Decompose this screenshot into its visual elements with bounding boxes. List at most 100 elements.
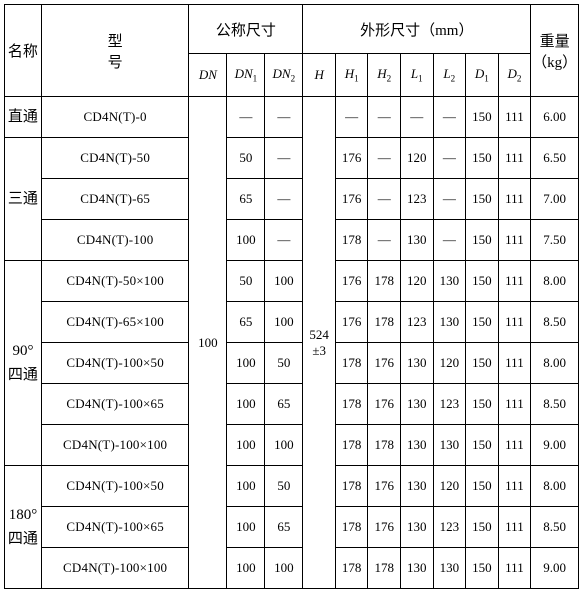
cell-L1: 120	[401, 261, 434, 302]
cell-D2: 111	[498, 548, 531, 589]
cell-D1: 150	[466, 97, 499, 138]
cell-DN1: 100	[227, 466, 265, 507]
cell-L1: 130	[401, 343, 434, 384]
cell-DN2: 65	[265, 507, 303, 548]
cell-D2: 111	[498, 97, 531, 138]
cell-DN1: —	[227, 97, 265, 138]
spec-table: 名称 型 号 公称尺寸 外形尺寸（mm） 重量 （kg） DN DN1 DN2 …	[4, 4, 579, 589]
header-nominal: 公称尺寸	[189, 5, 303, 54]
table-row: 90° 四通 CD4N(T)-50×100 50 100 176 178 120…	[5, 261, 579, 302]
cell-DN2: 50	[265, 466, 303, 507]
cell-D1: 150	[466, 384, 499, 425]
cell-DN2: 100	[265, 425, 303, 466]
cell-L2: 123	[433, 384, 466, 425]
cell-L2: —	[433, 179, 466, 220]
cell-H2: —	[368, 97, 401, 138]
cell-L2: —	[433, 97, 466, 138]
table-row: 三通 CD4N(T)-50 50 — 176 — 120 — 150 111 6…	[5, 138, 579, 179]
cell-DN1: 100	[227, 507, 265, 548]
weight-label: 重量	[540, 34, 570, 50]
cell-wt: 9.00	[531, 425, 579, 466]
cell-model: CD4N(T)-100×65	[41, 384, 189, 425]
group-name: 90° 四通	[5, 261, 42, 466]
cell-D2: 111	[498, 384, 531, 425]
cell-H2: 178	[368, 425, 401, 466]
cell-D1: 150	[466, 179, 499, 220]
cell-DN1: 100	[227, 343, 265, 384]
header-DN: DN	[189, 54, 227, 97]
cell-wt: 8.50	[531, 507, 579, 548]
cell-model: CD4N(T)-50×100	[41, 261, 189, 302]
cell-L2: 130	[433, 261, 466, 302]
cell-wt: 6.00	[531, 97, 579, 138]
cell-L1: 130	[401, 507, 434, 548]
header-model: 型 号	[41, 5, 189, 97]
cell-DN2: 100	[265, 548, 303, 589]
cell-D1: 150	[466, 343, 499, 384]
cell-model: CD4N(T)-65	[41, 179, 189, 220]
cell-H1: 178	[335, 507, 368, 548]
cell-DN1: 65	[227, 179, 265, 220]
table-row: CD4N(T)-65 65 — 176 — 123 — 150 111 7.00	[5, 179, 579, 220]
cell-H2: —	[368, 220, 401, 261]
cell-D2: 111	[498, 302, 531, 343]
cell-D1: 150	[466, 220, 499, 261]
table-row: CD4N(T)-100×50 100 50 178 176 130 120 15…	[5, 343, 579, 384]
cell-L2: 130	[433, 302, 466, 343]
cell-wt: 8.50	[531, 384, 579, 425]
cell-L2: 120	[433, 343, 466, 384]
cell-L1: 130	[401, 384, 434, 425]
cell-DN1: 50	[227, 261, 265, 302]
cell-H1: 178	[335, 548, 368, 589]
cell-D2: 111	[498, 179, 531, 220]
cell-L1: 130	[401, 425, 434, 466]
cell-model: CD4N(T)-100	[41, 220, 189, 261]
cell-wt: 7.00	[531, 179, 579, 220]
cell-H2: —	[368, 138, 401, 179]
table-row: CD4N(T)-100×65 100 65 178 176 130 123 15…	[5, 507, 579, 548]
cell-H-shared: 524 ±3	[303, 97, 336, 589]
cell-model: CD4N(T)-100×50	[41, 343, 189, 384]
cell-L2: —	[433, 220, 466, 261]
cell-L1: 123	[401, 302, 434, 343]
cell-D2: 111	[498, 138, 531, 179]
cell-D2: 111	[498, 261, 531, 302]
header-H2: H2	[368, 54, 401, 97]
header-L2: L2	[433, 54, 466, 97]
cell-DN1: 100	[227, 384, 265, 425]
cell-H1: 178	[335, 384, 368, 425]
cell-H2: 178	[368, 302, 401, 343]
cell-model: CD4N(T)-65×100	[41, 302, 189, 343]
cell-DN2: 50	[265, 343, 303, 384]
header-D2: D2	[498, 54, 531, 97]
group-name: 180° 四通	[5, 466, 42, 589]
header-D1: D1	[466, 54, 499, 97]
table-row: CD4N(T)-100 100 — 178 — 130 — 150 111 7.…	[5, 220, 579, 261]
header-DN1: DN1	[227, 54, 265, 97]
group-name: 直通	[5, 97, 42, 138]
cell-H2: 176	[368, 507, 401, 548]
cell-D2: 111	[498, 466, 531, 507]
cell-DN2: 100	[265, 302, 303, 343]
header-H: H	[303, 54, 336, 97]
cell-H2: 176	[368, 466, 401, 507]
cell-L1: 130	[401, 548, 434, 589]
header-name: 名称	[5, 5, 42, 97]
cell-wt: 9.00	[531, 548, 579, 589]
cell-DN-shared: 100	[189, 97, 227, 589]
cell-DN1: 65	[227, 302, 265, 343]
cell-D1: 150	[466, 302, 499, 343]
cell-D1: 150	[466, 425, 499, 466]
header-weight: 重量 （kg）	[531, 5, 579, 97]
table-row: 180° 四通 CD4N(T)-100×50 100 50 178 176 13…	[5, 466, 579, 507]
table-row: CD4N(T)-100×100 100 100 178 178 130 130 …	[5, 425, 579, 466]
cell-wt: 7.50	[531, 220, 579, 261]
header-outline: 外形尺寸（mm）	[303, 5, 531, 54]
cell-wt: 8.00	[531, 343, 579, 384]
cell-wt: 8.00	[531, 261, 579, 302]
cell-L1: 130	[401, 220, 434, 261]
cell-D1: 150	[466, 261, 499, 302]
table-row: CD4N(T)-100×65 100 65 178 176 130 123 15…	[5, 384, 579, 425]
cell-model: CD4N(T)-100×100	[41, 425, 189, 466]
cell-H1: 178	[335, 466, 368, 507]
